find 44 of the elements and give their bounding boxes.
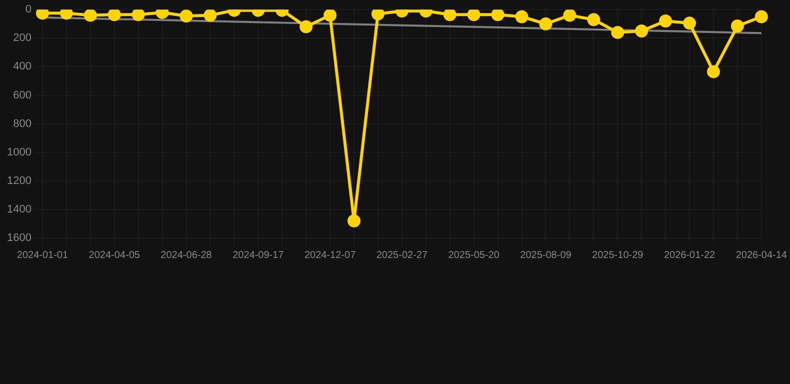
point <box>324 10 337 22</box>
x-tick-label: 2024-01-01 <box>16 250 68 261</box>
y-tick-label: 200 <box>13 32 32 44</box>
point <box>635 24 648 38</box>
y-tick-label: 800 <box>13 118 32 130</box>
point <box>563 10 576 22</box>
point <box>683 16 696 30</box>
point <box>491 10 504 22</box>
point <box>611 26 624 39</box>
point <box>587 13 600 26</box>
x-tick-label: 2024-12-07 <box>304 250 356 261</box>
point <box>108 10 121 22</box>
point <box>204 10 217 22</box>
point <box>515 10 528 24</box>
point <box>60 10 73 20</box>
point <box>180 10 193 23</box>
point <box>754 10 768 24</box>
point <box>443 10 456 22</box>
x-tick-label: 2025-10-29 <box>592 250 644 261</box>
point <box>730 20 744 33</box>
y-tick-label: 400 <box>13 60 32 73</box>
point <box>539 17 552 30</box>
x-tick-label: 2024-09-17 <box>232 250 284 261</box>
y-tick-label: 1200 <box>6 174 32 187</box>
y-tick-label: 1600 <box>6 232 32 244</box>
x-tick-label: 2025-05-20 <box>448 250 500 261</box>
point <box>84 10 97 22</box>
y-tick-label: 1000 <box>6 146 32 158</box>
x-tick-label: 2026-01-22 <box>664 250 716 261</box>
point <box>300 20 313 34</box>
point <box>659 14 672 28</box>
x-tick-label: 2025-08-09 <box>520 250 572 261</box>
y-tick-label: 0 <box>25 4 32 16</box>
y-tick-label: 600 <box>13 89 32 102</box>
x-tick-label: 2026-04-14 <box>736 250 788 261</box>
x-tick-label: 2024-04-05 <box>88 250 140 261</box>
x-tick-label: 2024-06-28 <box>160 250 212 261</box>
point <box>132 10 145 22</box>
point <box>371 10 384 20</box>
point <box>467 10 480 22</box>
x-tick-label: 2025-02-27 <box>376 250 428 261</box>
point <box>706 65 720 78</box>
y-tick-label: 1400 <box>6 203 32 216</box>
point <box>348 214 361 228</box>
